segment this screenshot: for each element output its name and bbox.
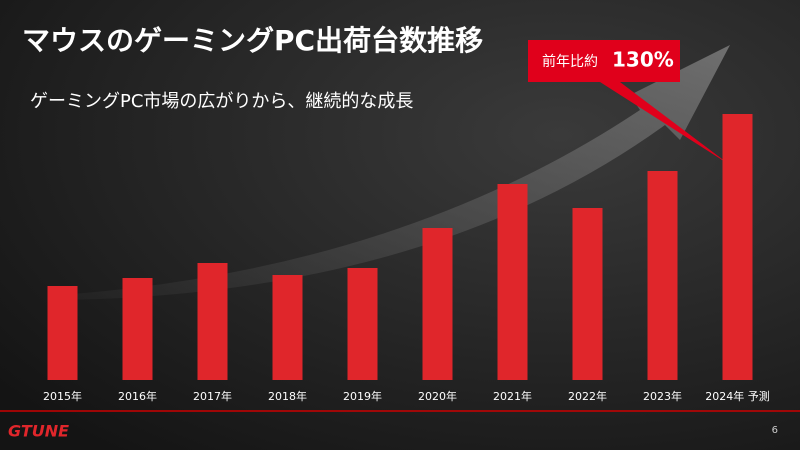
page-number: 6	[772, 425, 778, 436]
x-tick-label: 2022年	[568, 389, 607, 403]
bar	[197, 263, 228, 380]
bar	[122, 278, 153, 380]
chart-title: マウスのゲーミングPC出荷台数推移	[22, 24, 483, 57]
bar	[572, 208, 603, 380]
x-tick-label: 2021年	[493, 389, 532, 403]
bar	[47, 286, 78, 380]
bar	[422, 228, 453, 380]
bar	[347, 268, 378, 380]
plot: 2015年 2016年 2017年 2018年 2019年 2020年 2021年 2022年…	[43, 114, 770, 403]
subtitle: ゲーミングPC市場の広がりから、継続的な成長	[30, 91, 413, 112]
callout	[528, 40, 730, 165]
x-tick-label: 2015年	[43, 389, 82, 403]
x-tick-label: 2016年	[118, 389, 157, 403]
callout-value: 130%	[612, 48, 674, 72]
bar	[722, 114, 753, 380]
bar	[272, 275, 303, 380]
logo: GTUNE	[8, 422, 69, 441]
x-tick-label: 2020年	[418, 389, 457, 403]
callout-label: 前年比約	[542, 53, 598, 70]
x-tick-label: 2017年	[193, 389, 232, 403]
bar	[497, 184, 528, 380]
x-tick-label: 2023年	[643, 389, 682, 403]
x-tick-label: 2019年	[343, 389, 382, 403]
bar	[647, 171, 678, 380]
x-tick-label: 2024年 予測	[705, 389, 770, 403]
x-tick-label: 2018年	[268, 389, 307, 403]
growth-arrow	[60, 45, 730, 300]
